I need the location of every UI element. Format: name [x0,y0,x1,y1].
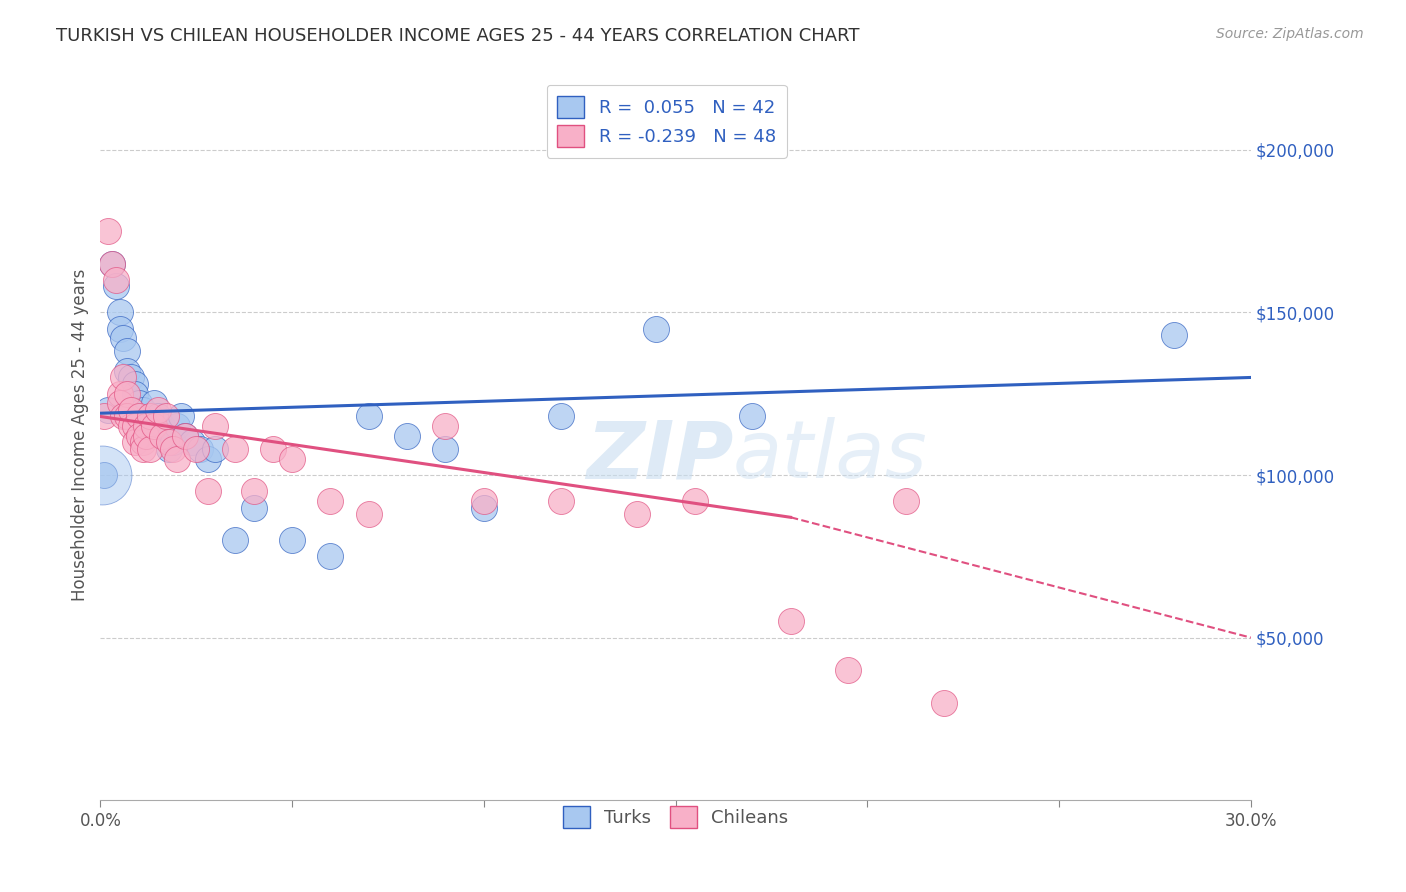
Point [357,507,380,521]
Point [143,396,166,410]
Point [155,429,177,443]
Point [120,419,142,434]
Point [224,442,246,456]
Point [97,224,120,238]
Point [155,409,177,424]
Point [143,419,166,434]
Point [139,442,162,456]
Point [131,403,153,417]
Point [837,663,859,677]
Point [93,409,115,424]
Legend: Turks, Chileans: Turks, Chileans [555,798,796,835]
Point [146,409,169,424]
Text: ZIP: ZIP [586,417,733,495]
Point [104,279,127,293]
Point [128,396,150,410]
Point [108,386,131,401]
Point [108,396,131,410]
Point [319,549,342,564]
Point [281,451,304,466]
Point [124,435,146,450]
Point [319,494,342,508]
Point [135,419,157,434]
Point [166,451,188,466]
Point [170,409,193,424]
Point [124,419,146,434]
Point [108,305,131,319]
Point [242,500,264,515]
Point [115,364,138,378]
Point [112,370,135,384]
Point [128,409,150,424]
Text: Source: ZipAtlas.com: Source: ZipAtlas.com [1216,27,1364,41]
Point [115,409,138,424]
Point [281,533,304,547]
Y-axis label: Householder Income Ages 25 - 44 years: Householder Income Ages 25 - 44 years [72,268,89,600]
Point [131,442,153,456]
Point [932,696,955,710]
Point [550,494,572,508]
Point [779,615,801,629]
Point [157,442,180,456]
Point [645,321,668,335]
Point [135,429,157,443]
Point [139,409,162,424]
Point [188,442,211,456]
Point [626,507,648,521]
Point [162,442,184,456]
Point [204,419,226,434]
Point [550,409,572,424]
Point [131,435,153,450]
Point [146,403,169,417]
Point [101,257,124,271]
Point [173,429,195,443]
Point [242,484,264,499]
Point [112,331,135,345]
Point [91,468,114,483]
Point [108,321,131,335]
Point [157,435,180,450]
Point [115,344,138,359]
Point [128,409,150,424]
Point [197,451,219,466]
Point [1163,328,1185,343]
Point [204,442,226,456]
Point [124,376,146,391]
Point [262,442,284,456]
Point [166,419,188,434]
Point [150,419,173,434]
Point [128,429,150,443]
Point [104,273,127,287]
Text: TURKISH VS CHILEAN HOUSEHOLDER INCOME AGES 25 - 44 YEARS CORRELATION CHART: TURKISH VS CHILEAN HOUSEHOLDER INCOME AG… [56,27,859,45]
Point [162,435,184,450]
Point [472,500,495,515]
Point [472,494,495,508]
Point [120,370,142,384]
Point [173,429,195,443]
Point [434,442,457,456]
Point [224,533,246,547]
Point [115,386,138,401]
Point [181,435,204,450]
Point [186,442,208,456]
Point [434,419,457,434]
Point [894,494,917,508]
Point [93,468,115,483]
Point [124,386,146,401]
Point [139,409,162,424]
Point [101,257,124,271]
Point [396,429,419,443]
Point [97,403,120,417]
Point [357,409,380,424]
Point [197,484,219,499]
Point [741,409,763,424]
Point [150,429,173,443]
Point [683,494,706,508]
Point [135,419,157,434]
Point [112,409,135,424]
Point [120,403,142,417]
Text: atlas: atlas [733,417,928,495]
